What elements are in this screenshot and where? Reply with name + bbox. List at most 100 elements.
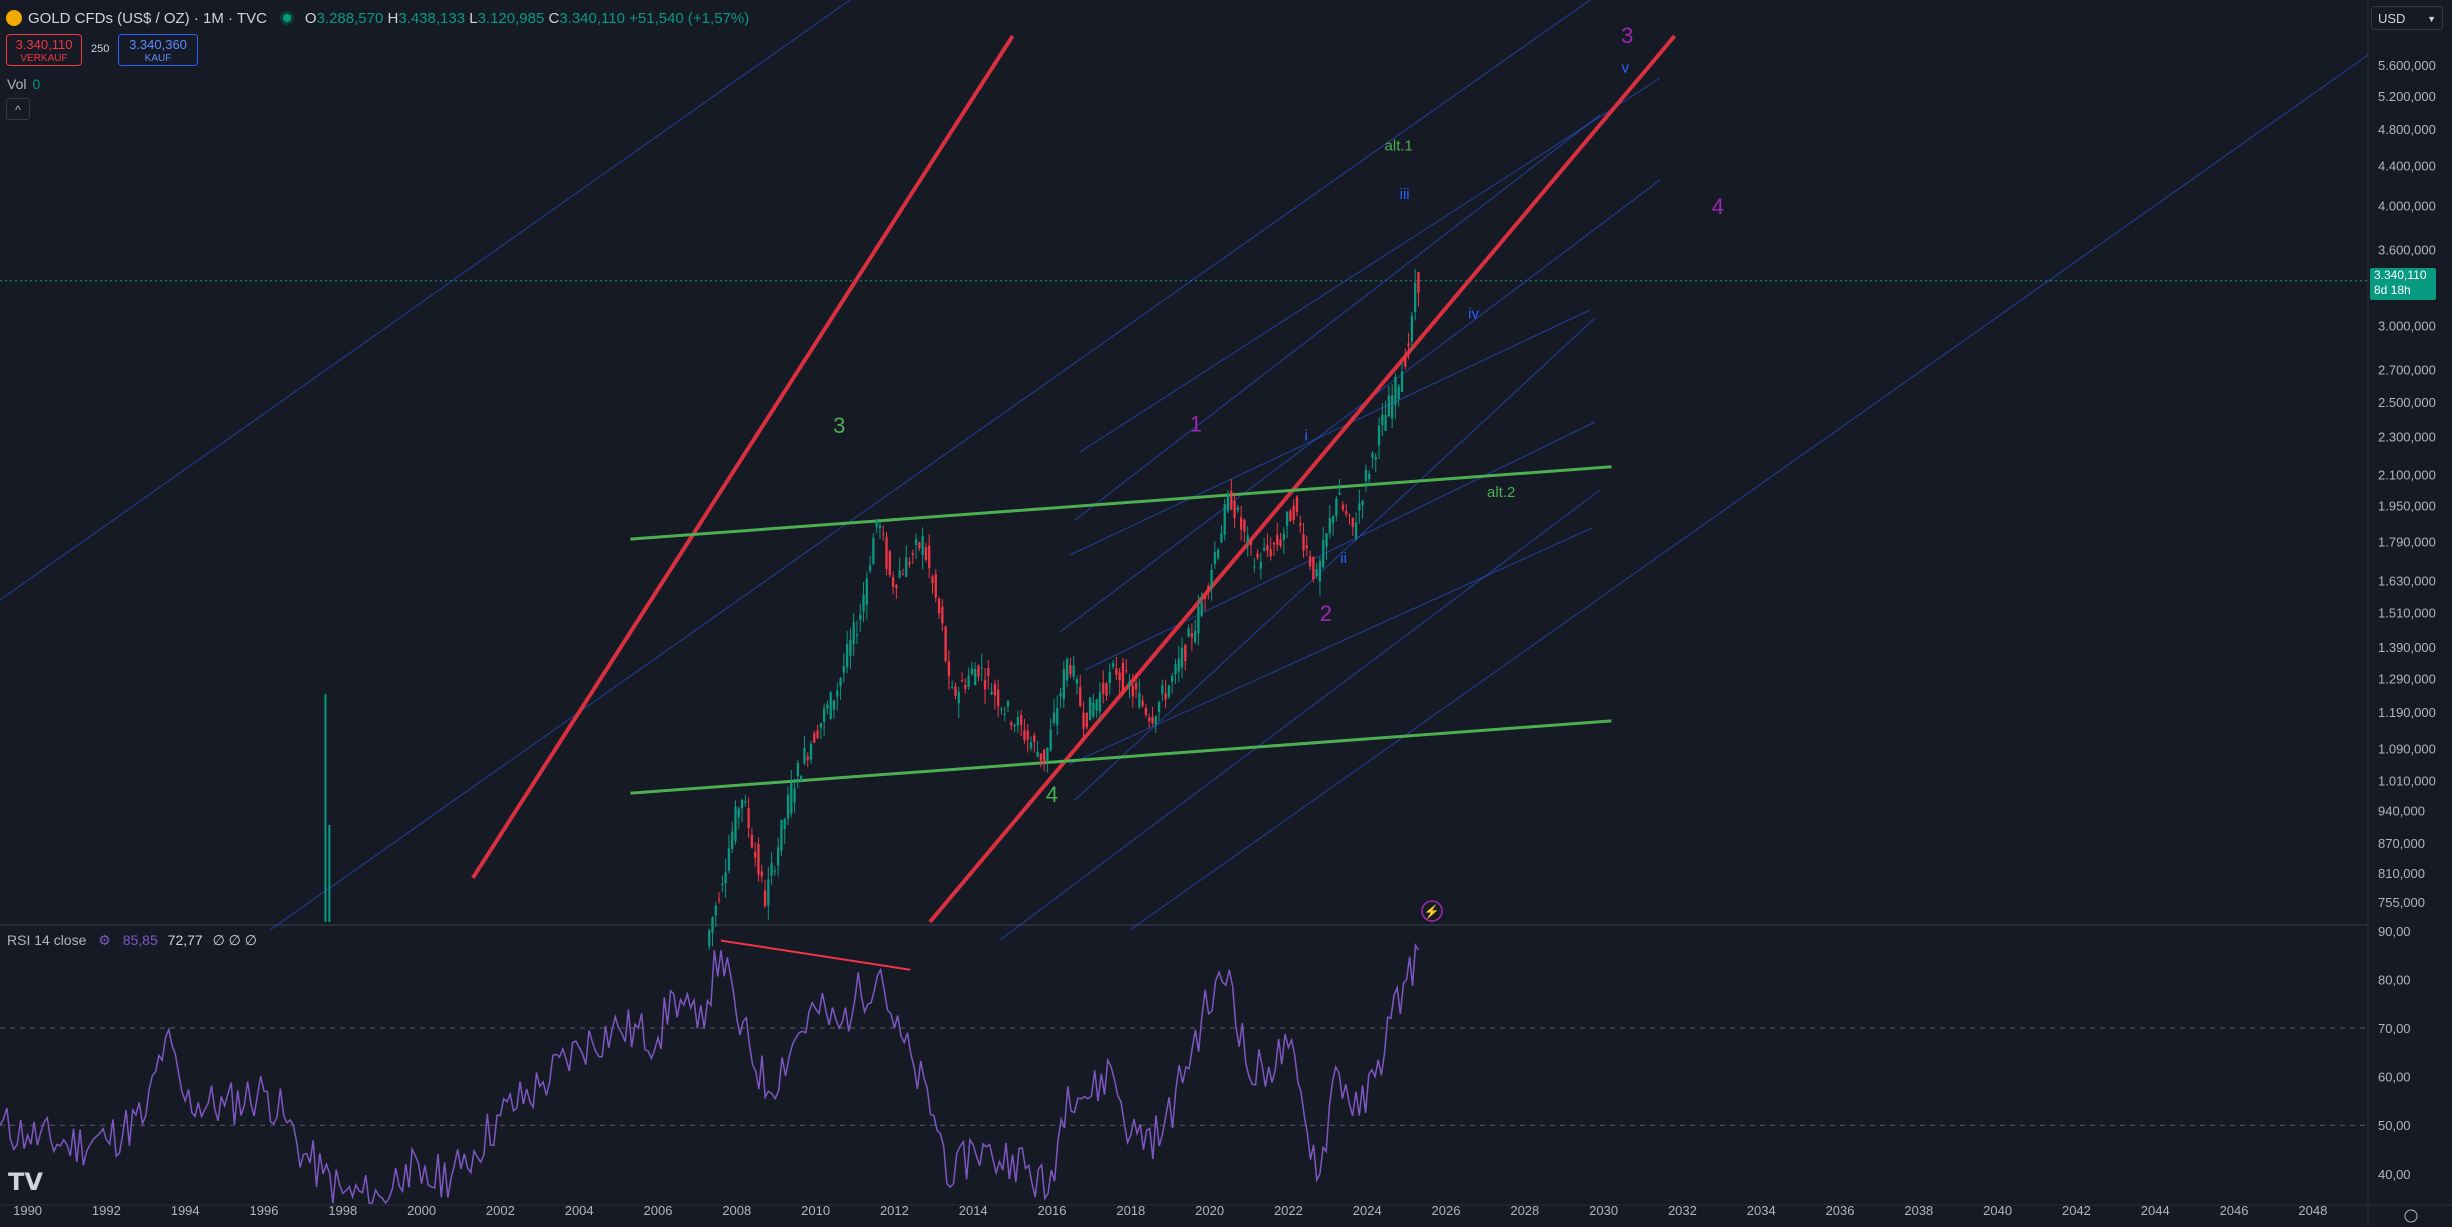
bar-countdown: 8d 18h xyxy=(2374,283,2411,297)
fib-line xyxy=(1079,77,1661,453)
tradingview-logo: TV xyxy=(8,1168,43,1196)
candle-body xyxy=(1085,712,1088,728)
time-tick-label: 1994 xyxy=(171,1203,200,1218)
candle-body xyxy=(1184,644,1187,662)
time-tick-label: 2032 xyxy=(1668,1203,1697,1218)
candle-body xyxy=(885,536,888,570)
price-tick-label: 2.100,000 xyxy=(2378,468,2436,483)
fib-line xyxy=(1129,54,2369,931)
wave-label: 3 xyxy=(1621,23,1633,48)
price-tick-label: 2.300,000 xyxy=(2378,430,2436,445)
candle-body xyxy=(783,818,786,830)
candle-body xyxy=(905,557,908,577)
price-tick-label: 1.950,000 xyxy=(2378,499,2436,514)
symbol-title[interactable]: GOLD CFDs (US$ / OZ) · 1M · TVC xyxy=(28,9,267,27)
candle-body xyxy=(731,831,734,849)
green-channel-line xyxy=(630,465,1612,541)
candle-body xyxy=(1138,692,1141,708)
candle-body xyxy=(1059,693,1062,697)
wave-label: alt.2 xyxy=(1487,484,1515,501)
candle-body xyxy=(1111,663,1115,667)
candle-body xyxy=(1348,514,1351,516)
price-tick-label: 870,000 xyxy=(2378,836,2425,851)
candle-body xyxy=(914,539,918,545)
symbol-header: GOLD CFDs (US$ / OZ) · 1M · TVC O3.288,5… xyxy=(0,0,749,36)
time-tick-label: 1998 xyxy=(328,1203,357,1218)
price-tick-label: 1.510,000 xyxy=(2378,606,2436,621)
volume-legend[interactable]: Vol 0 xyxy=(7,76,40,92)
candle-body xyxy=(1354,522,1358,539)
candle-body xyxy=(1154,716,1157,725)
candle-body xyxy=(800,775,803,781)
collapse-legend-button[interactable]: ^ xyxy=(6,98,30,120)
candle-body xyxy=(1387,395,1391,417)
rsi-tick-label: 80,00 xyxy=(2378,972,2411,987)
candle-body xyxy=(770,863,773,876)
candle-body xyxy=(993,683,997,696)
candle-body xyxy=(1233,500,1236,519)
fib-line xyxy=(0,0,851,601)
candle-body xyxy=(740,799,744,809)
time-tick-label: 2002 xyxy=(486,1203,515,1218)
volume-label: Vol xyxy=(7,76,27,92)
sell-button[interactable]: 3.340,110 VERKAUF xyxy=(6,34,82,66)
candle-body xyxy=(1010,722,1013,726)
candle-body xyxy=(908,562,911,565)
rsi-settings-icon[interactable]: ⚙ xyxy=(98,932,111,948)
candle-body xyxy=(1131,685,1134,697)
sell-label: VERKAUF xyxy=(20,53,68,64)
rsi-tick-label: 60,00 xyxy=(2378,1070,2411,1085)
candle-body xyxy=(1364,470,1368,481)
candle-body xyxy=(842,666,845,673)
price-tick-label: 1.790,000 xyxy=(2378,534,2436,549)
candle-body xyxy=(934,574,937,598)
candle-body xyxy=(1279,539,1282,546)
candle-body xyxy=(711,917,714,934)
candle-body xyxy=(931,576,934,584)
candle-body xyxy=(708,930,711,947)
candle-body xyxy=(1292,505,1295,520)
price-tick-label: 1.290,000 xyxy=(2378,671,2436,686)
candle-body xyxy=(1276,534,1279,545)
candle-body xyxy=(845,643,849,668)
fib-line xyxy=(1069,309,1591,556)
candle-body xyxy=(1404,357,1407,367)
time-tick-label: 2018 xyxy=(1116,1203,1145,1218)
time-tick-label: 2016 xyxy=(1038,1203,1067,1218)
time-tick-label: 1990 xyxy=(13,1203,42,1218)
candle-body xyxy=(1322,540,1325,567)
candle-body xyxy=(1384,414,1387,431)
candle-body xyxy=(1368,473,1371,480)
price-tick-label: 810,000 xyxy=(2378,866,2425,881)
time-tick-label: 2044 xyxy=(2141,1203,2170,1218)
rsi-legend[interactable]: RSI 14 close ⚙ 85,85 72,77 ∅ ∅ ∅ xyxy=(7,932,257,949)
currency-selector[interactable]: USD ▼ xyxy=(2371,6,2443,30)
wave-label: 2 xyxy=(1320,601,1332,626)
candle-body xyxy=(1128,681,1131,687)
candle-body xyxy=(1033,735,1036,742)
wave-label: alt.1 xyxy=(1385,138,1413,155)
candle-body xyxy=(760,871,763,877)
candle-body xyxy=(1400,371,1404,392)
candle-body xyxy=(1361,501,1364,505)
candle-body xyxy=(872,537,875,565)
candle-body xyxy=(793,788,796,803)
candle-body xyxy=(868,565,872,572)
candle-body xyxy=(1391,395,1394,419)
candle-body xyxy=(980,667,983,669)
candle-body xyxy=(1407,343,1410,346)
candle-body xyxy=(1345,511,1348,515)
candle-body xyxy=(1016,717,1020,726)
candle-body xyxy=(1226,493,1230,512)
candle-body xyxy=(852,622,855,644)
buy-button[interactable]: 3.340,360 KAUF xyxy=(118,34,198,66)
candle-body xyxy=(882,534,885,536)
lightning-icon-glyph: ⚡ xyxy=(1424,904,1440,920)
candle-body xyxy=(862,594,865,612)
candle-body xyxy=(1282,533,1285,540)
candle-body xyxy=(941,606,944,624)
candle-body xyxy=(1065,658,1069,681)
candle-body xyxy=(1046,747,1049,761)
